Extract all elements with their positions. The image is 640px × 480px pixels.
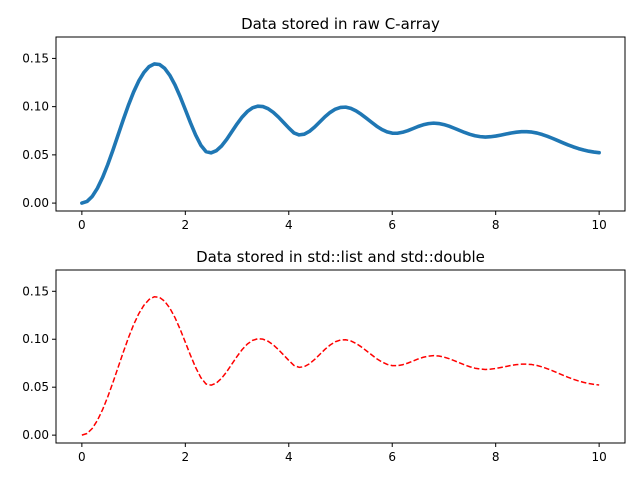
series-line-1	[81, 296, 600, 436]
x-tick-label: 6	[388, 218, 396, 232]
y-tick-label: 0.00	[22, 428, 49, 442]
axes-2: Data stored in std::list and std::double…	[22, 248, 626, 464]
x-tick-label: 4	[285, 450, 293, 464]
y-tick-label: 0.05	[22, 380, 49, 394]
y-tick-label: 0.00	[22, 196, 49, 210]
x-tick-label: 8	[492, 450, 500, 464]
x-tick-label: 2	[181, 450, 189, 464]
x-tick-label: 2	[181, 218, 189, 232]
axes-1: Data stored in raw C-array 0 2 4 6 8 10 0.00 0.0…	[22, 15, 626, 232]
y-tick-label: 0.15	[22, 284, 49, 298]
x-tick-label: 6	[388, 450, 396, 464]
y-tick-label: 0.05	[22, 148, 49, 162]
x-tick-label: 10	[591, 450, 606, 464]
axes-spines	[55, 269, 626, 444]
x-tick-label: 0	[78, 450, 86, 464]
axes-frame	[55, 36, 626, 212]
series-line-1	[80, 62, 601, 205]
axes-spines	[55, 36, 626, 212]
chart-title: Data stored in raw C-array	[241, 15, 440, 33]
y-tick-label: 0.10	[22, 100, 49, 114]
y-tick-label: 0.15	[22, 51, 49, 65]
x-tick-label: 10	[591, 218, 606, 232]
axes-frame	[55, 269, 626, 444]
x-tick-label: 0	[78, 218, 86, 232]
chart-title: Data stored in std::list and std::double	[196, 248, 485, 266]
x-tick-label: 8	[492, 218, 500, 232]
x-tick-label: 4	[285, 218, 293, 232]
y-tick-label: 0.10	[22, 332, 49, 346]
